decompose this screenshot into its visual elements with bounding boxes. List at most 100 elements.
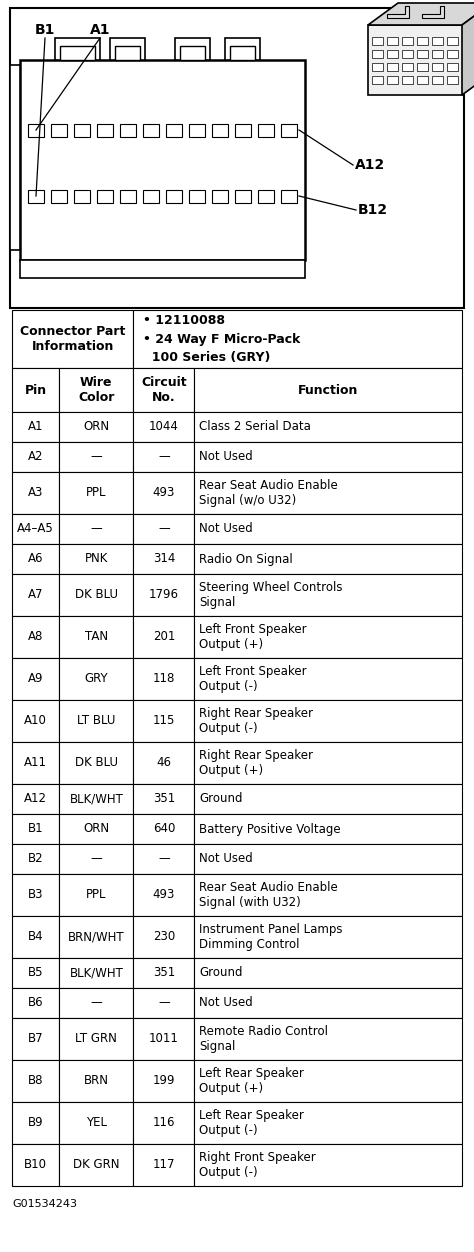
- Text: 115: 115: [153, 715, 175, 727]
- Bar: [373, 50, 383, 58]
- Bar: [134, 1144, 194, 1186]
- Text: A8: A8: [28, 631, 43, 644]
- Text: 1796: 1796: [149, 588, 179, 601]
- Bar: [235, 189, 251, 203]
- Bar: [134, 368, 194, 412]
- Bar: [373, 36, 383, 45]
- Bar: [59, 1102, 134, 1144]
- Bar: [134, 573, 194, 616]
- Text: —: —: [91, 522, 102, 536]
- Text: —: —: [158, 997, 170, 1009]
- Bar: [134, 515, 194, 545]
- Bar: [12, 1018, 59, 1060]
- Bar: [194, 442, 462, 472]
- Bar: [368, 25, 463, 95]
- Bar: [10, 8, 464, 308]
- Text: ORN: ORN: [83, 823, 109, 835]
- Bar: [12, 988, 59, 1018]
- Bar: [10, 65, 20, 250]
- Bar: [110, 38, 145, 60]
- Bar: [432, 63, 444, 70]
- Bar: [447, 36, 458, 45]
- Bar: [166, 124, 182, 136]
- Bar: [134, 442, 194, 472]
- Bar: [134, 988, 194, 1018]
- Text: Circuit
No.: Circuit No.: [141, 376, 187, 404]
- Bar: [194, 1102, 462, 1144]
- Bar: [55, 38, 100, 60]
- Text: Radio On Signal: Radio On Signal: [199, 552, 293, 566]
- Text: Pin: Pin: [25, 383, 46, 397]
- Bar: [74, 189, 90, 203]
- Text: A3: A3: [28, 487, 43, 500]
- Bar: [447, 50, 458, 58]
- Text: BLK/WHT: BLK/WHT: [69, 967, 123, 979]
- Bar: [402, 63, 413, 70]
- Bar: [281, 124, 297, 136]
- Bar: [28, 124, 44, 136]
- Bar: [59, 1060, 134, 1102]
- Bar: [258, 124, 274, 136]
- Text: Not Used: Not Used: [199, 451, 253, 463]
- Bar: [28, 189, 44, 203]
- Polygon shape: [387, 6, 409, 18]
- Bar: [59, 442, 134, 472]
- Text: 493: 493: [153, 487, 175, 500]
- Bar: [194, 988, 462, 1018]
- Bar: [418, 75, 428, 84]
- Bar: [59, 545, 134, 573]
- Text: A10: A10: [24, 715, 47, 727]
- Text: A11: A11: [24, 756, 47, 770]
- Text: B4: B4: [28, 930, 44, 944]
- Bar: [12, 1102, 59, 1144]
- Bar: [12, 472, 59, 515]
- Text: A1: A1: [28, 421, 44, 433]
- Bar: [194, 659, 462, 700]
- Text: Ground: Ground: [199, 793, 243, 805]
- Bar: [134, 1060, 194, 1102]
- Bar: [134, 814, 194, 844]
- Bar: [402, 36, 413, 45]
- Bar: [180, 46, 205, 60]
- Text: —: —: [158, 451, 170, 463]
- Text: DK BLU: DK BLU: [75, 756, 118, 770]
- Bar: [373, 63, 383, 70]
- Bar: [134, 700, 194, 742]
- Text: —: —: [158, 853, 170, 865]
- Bar: [194, 874, 462, 916]
- Text: A6: A6: [28, 552, 44, 566]
- Bar: [12, 442, 59, 472]
- Bar: [225, 38, 260, 60]
- Text: A12: A12: [355, 158, 385, 172]
- Bar: [59, 700, 134, 742]
- Bar: [59, 659, 134, 700]
- Text: B6: B6: [28, 997, 44, 1009]
- Bar: [134, 616, 194, 659]
- Bar: [59, 515, 134, 545]
- Bar: [12, 958, 59, 988]
- Bar: [194, 573, 462, 616]
- Bar: [12, 545, 59, 573]
- Text: A1: A1: [90, 23, 110, 38]
- Bar: [97, 124, 113, 136]
- Text: 1011: 1011: [149, 1033, 179, 1045]
- Bar: [402, 50, 413, 58]
- Text: 118: 118: [153, 672, 175, 686]
- Bar: [388, 36, 399, 45]
- Text: ORN: ORN: [83, 421, 109, 433]
- Bar: [59, 368, 134, 412]
- Bar: [432, 75, 444, 84]
- Text: Not Used: Not Used: [199, 853, 253, 865]
- Bar: [12, 368, 59, 412]
- Bar: [402, 75, 413, 84]
- Text: BRN: BRN: [84, 1074, 109, 1088]
- Bar: [194, 916, 462, 958]
- Bar: [120, 124, 136, 136]
- Bar: [194, 1060, 462, 1102]
- Bar: [281, 189, 297, 203]
- Polygon shape: [368, 3, 474, 25]
- Text: Not Used: Not Used: [199, 997, 253, 1009]
- Polygon shape: [462, 3, 474, 95]
- Bar: [12, 1144, 59, 1186]
- Text: 314: 314: [153, 552, 175, 566]
